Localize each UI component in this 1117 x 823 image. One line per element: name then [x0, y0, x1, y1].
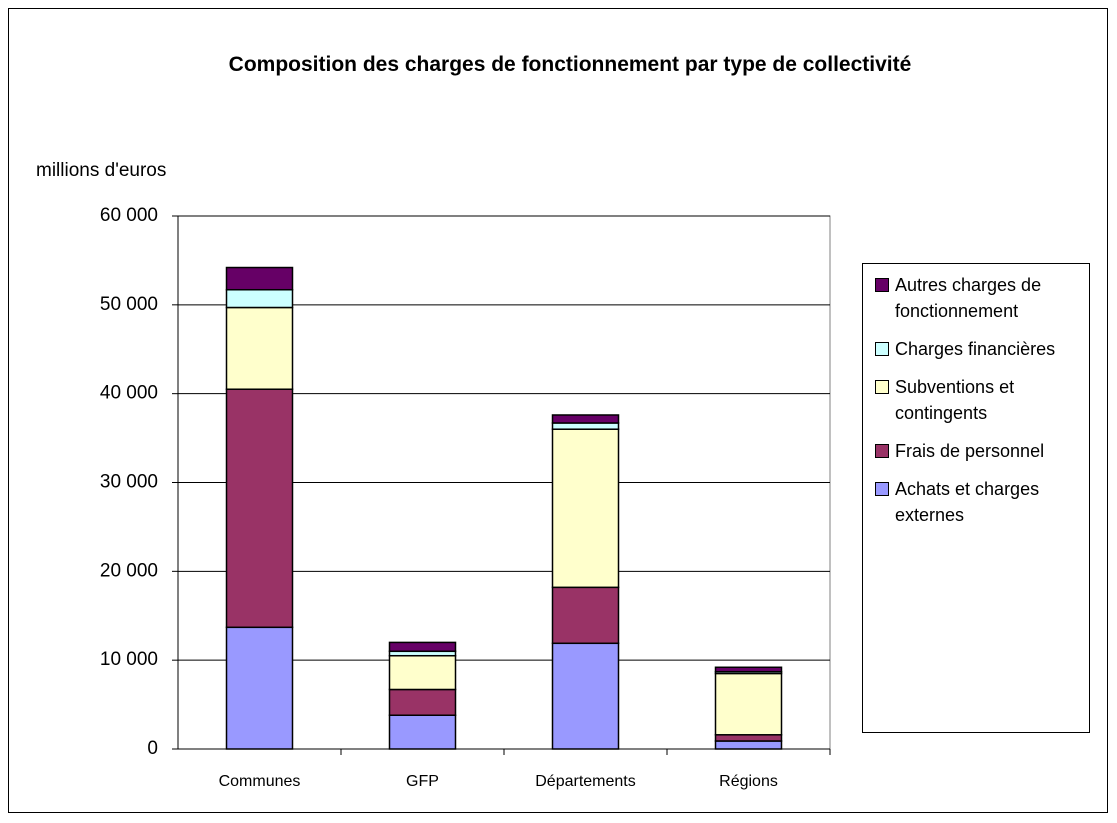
bar-segment [388, 688, 457, 716]
legend-swatch [875, 482, 889, 496]
y-tick-label: 50 000 [100, 294, 158, 315]
y-axis-label: millions d'euros [36, 160, 167, 181]
bar-segment [551, 422, 620, 430]
bar-segment [714, 734, 783, 742]
bar-segment [225, 266, 294, 291]
y-tick-label: 10 000 [100, 649, 158, 670]
x-tick-label: Départements [535, 773, 636, 790]
bar-segment [714, 666, 783, 673]
bar-segment [714, 672, 783, 736]
bar-segment [225, 626, 294, 750]
legend-label: Autres charges de fonctionnement [895, 275, 1042, 321]
legend-item: Achats et charges externes [875, 476, 1083, 528]
bar-segment [551, 586, 620, 645]
bar-segment [551, 428, 620, 589]
y-tick-label: 20 000 [100, 560, 158, 581]
legend-swatch [875, 342, 889, 356]
legend-item: Subventions et contingents [875, 374, 1083, 426]
bar-segment [225, 388, 294, 629]
legend-item: Autres charges de fonctionnement [875, 272, 1083, 324]
legend-label: Charges financières [895, 339, 1056, 359]
bar-segment [551, 414, 620, 424]
bar-segment [388, 654, 457, 691]
y-tick-label: 60 000 [100, 205, 158, 226]
y-tick-label: 40 000 [100, 383, 158, 404]
legend: Autres charges de fonctionnement Charges … [862, 263, 1090, 733]
chart-title: Composition des charges de fonctionnemen… [228, 53, 912, 76]
x-tick-label: GFP [406, 773, 439, 790]
legend-label: Achats et charges externes [895, 479, 1040, 525]
legend-item: Charges financières [875, 336, 1083, 362]
chart-frame [8, 8, 1108, 813]
legend-swatch [875, 444, 889, 458]
legend-label: Subventions et contingents [895, 377, 1015, 423]
legend-swatch [875, 278, 889, 292]
legend-label: Frais de personnel [895, 441, 1045, 461]
bar-segment [225, 288, 294, 309]
y-tick-label: 30 000 [100, 472, 158, 493]
x-tick-label: Communes [219, 773, 301, 790]
legend-item: Frais de personnel [875, 438, 1083, 464]
legend-swatch [875, 380, 889, 394]
bar-segment [225, 306, 294, 390]
bar-segment [714, 740, 783, 750]
bar-segment [388, 714, 457, 750]
bar-segment [551, 642, 620, 750]
x-tick-label: Régions [719, 773, 778, 790]
y-tick-label: 0 [147, 738, 158, 759]
bar-segment [388, 641, 457, 653]
